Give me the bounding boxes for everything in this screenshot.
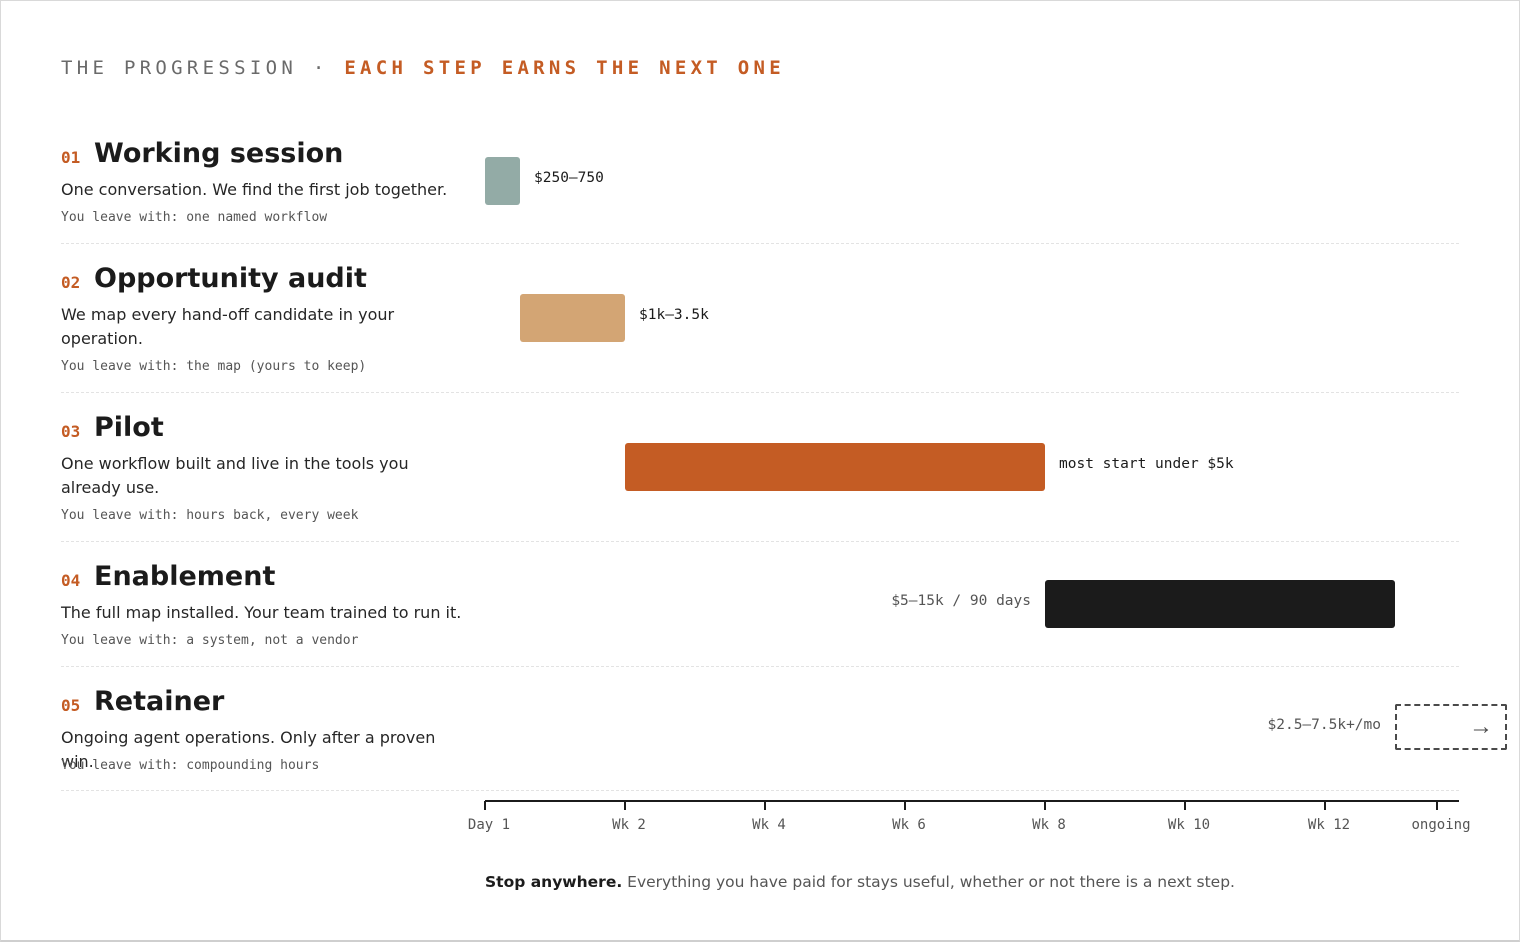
eyebrow-tagline: EACH STEP EARNS THE NEXT ONE: [344, 57, 786, 79]
axis-tick: [484, 801, 486, 810]
step-outcome: You leave with: a system, not a vendor: [61, 633, 359, 648]
axis-tick: [1324, 801, 1326, 810]
arrow-right-icon: →: [1469, 713, 1493, 740]
footnote: Stop anywhere. Everything you have paid …: [485, 873, 1235, 891]
axis-tick-label: Wk 10: [1167, 817, 1211, 833]
step-description: The full map installed. Your team traine…: [61, 603, 462, 622]
step-title: Enablement: [94, 561, 276, 592]
axis-tick-label: Day 1: [467, 817, 511, 833]
section-eyebrow: THE PROGRESSION · EACH STEP EARNS THE NE…: [61, 57, 785, 79]
step-outcome: You leave with: the map (yours to keep): [61, 359, 367, 374]
axis-tick-label: Wk 2: [612, 817, 646, 833]
step-number: 01: [61, 148, 81, 167]
axis-tick: [904, 801, 906, 810]
axis-tick: [1184, 801, 1186, 810]
step-row-pilot: 03 Pilot One workflow built and live in …: [61, 412, 1459, 542]
footnote-body: Everything you have paid for stays usefu…: [622, 873, 1235, 891]
step-description: We map every hand-off candidate in your …: [61, 305, 395, 348]
step-outcome: You leave with: compounding hours: [61, 758, 320, 773]
step-outcome: You leave with: one named workflow: [61, 210, 328, 225]
step-description: Ongoing agent operations. Only after a p…: [61, 728, 436, 771]
step-number: 02: [61, 273, 81, 292]
timeline-bar-working-session: [485, 157, 520, 205]
eyebrow-label: THE PROGRESSION ·: [61, 57, 329, 79]
step-row-enablement: 04 Enablement The full map installed. Yo…: [61, 561, 1459, 667]
axis-tick-label: ongoing: [1411, 817, 1471, 833]
axis-tick-label: Wk 4: [752, 817, 786, 833]
bar-price-label-opportunity-audit: $1k–3.5k: [639, 307, 709, 323]
timeline-axis: [485, 800, 1459, 802]
axis-tick: [764, 801, 766, 810]
axis-tick-label: Wk 6: [892, 817, 926, 833]
step-title: Pilot: [94, 412, 164, 443]
bar-price-label-pilot: most start under $5k: [1059, 456, 1234, 472]
axis-tick: [1436, 801, 1438, 810]
step-row-working-session: 01 Working session One conversation. We …: [61, 138, 1459, 244]
step-description: One workflow built and live in the tools…: [61, 454, 409, 497]
axis-tick: [624, 801, 626, 810]
step-number: 04: [61, 571, 81, 590]
step-title: Working session: [94, 138, 344, 169]
timeline-bar-enablement: [1045, 580, 1395, 628]
step-number: 03: [61, 422, 81, 441]
timeline-bar-opportunity-audit: [520, 294, 625, 342]
bar-price-label-enablement: $5–15k / 90 days: [891, 593, 1031, 609]
step-row-opportunity-audit: 02 Opportunity audit We map every hand-o…: [61, 263, 1459, 393]
step-title: Opportunity audit: [94, 263, 367, 294]
step-outcome: You leave with: hours back, every week: [61, 508, 359, 523]
step-title: Retainer: [94, 686, 225, 717]
axis-tick-label: Wk 12: [1307, 817, 1351, 833]
step-number: 05: [61, 696, 81, 715]
axis-tick: [1044, 801, 1046, 810]
axis-tick-label: Wk 8: [1032, 817, 1066, 833]
step-row-retainer: 05 Retainer Ongoing agent operations. On…: [61, 686, 1459, 791]
timeline-bar-pilot: [625, 443, 1045, 491]
footnote-lead: Stop anywhere.: [485, 873, 623, 891]
timeline-bar-retainer: [1395, 704, 1507, 750]
bar-price-label-retainer: $2.5–7.5k+/mo: [1267, 717, 1382, 733]
step-description: One conversation. We find the first job …: [61, 180, 448, 199]
bar-price-label-working-session: $250–750: [534, 170, 604, 186]
